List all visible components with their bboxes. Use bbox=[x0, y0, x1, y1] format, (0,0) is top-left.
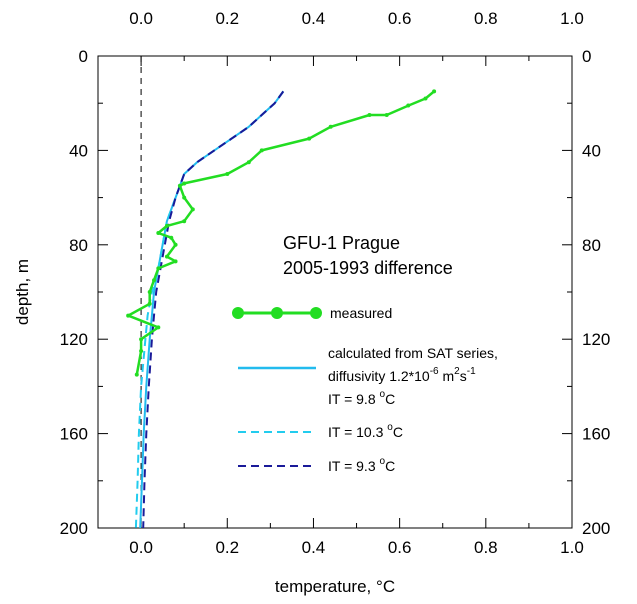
measured-point bbox=[147, 290, 152, 294]
measured-point bbox=[367, 113, 372, 117]
measured-point bbox=[164, 223, 169, 228]
measured-point bbox=[384, 113, 389, 117]
measured-point bbox=[156, 266, 161, 271]
x-tick-label-bottom: 1.0 bbox=[560, 538, 584, 557]
measured-point bbox=[225, 172, 230, 176]
measured-point bbox=[173, 242, 178, 247]
y-tick-label-right: 120 bbox=[582, 330, 610, 349]
legend-unit-m-exp: 2 bbox=[454, 366, 460, 377]
legend-unit-m: m bbox=[443, 368, 455, 384]
measured-point bbox=[190, 207, 195, 212]
measured-point bbox=[156, 325, 161, 330]
legend-it93-label: IT = 9.3 oC bbox=[328, 456, 395, 474]
measured-point bbox=[156, 231, 161, 235]
legend-measured-marker bbox=[310, 307, 322, 319]
series-line-2 bbox=[134, 90, 285, 529]
legend-calculated-label-line2: diffusivity 1.2*10-6 m2s-1 bbox=[328, 366, 476, 384]
legend-measured-label: measured bbox=[330, 305, 392, 321]
annotation-line-1: GFU-1 Prague bbox=[283, 233, 400, 253]
y-tick-label-left: 160 bbox=[60, 425, 88, 444]
x-axis-title: temperature, °C bbox=[275, 577, 395, 596]
legend-diffusivity-text: diffusivity 1.2*10 bbox=[328, 368, 430, 384]
y-axis-title: depth, m bbox=[13, 259, 32, 325]
measured-point bbox=[126, 313, 131, 318]
x-tick-label-top: 1.0 bbox=[560, 9, 584, 28]
x-tick-label-top: 0.6 bbox=[388, 9, 412, 28]
y-tick-label-left: 40 bbox=[69, 141, 88, 160]
annotation-line-2: 2005-1993 difference bbox=[283, 258, 453, 278]
measured-point bbox=[139, 337, 144, 342]
y-tick-label-left: 80 bbox=[69, 236, 88, 255]
measured-point bbox=[164, 254, 169, 259]
x-tick-label-bottom: 0.8 bbox=[474, 538, 498, 557]
legend-it103-label: IT = 10.3 oC bbox=[328, 422, 403, 440]
measured-point bbox=[328, 124, 333, 129]
y-tick-label-left: 120 bbox=[60, 330, 88, 349]
measured-point bbox=[259, 148, 264, 153]
legend-measured-marker bbox=[271, 307, 283, 319]
measured-point bbox=[182, 219, 187, 224]
y-tick-label-right: 40 bbox=[582, 141, 601, 160]
x-tick-label-top: 0.2 bbox=[215, 9, 239, 28]
measured-point bbox=[177, 183, 182, 188]
measured-point bbox=[423, 96, 428, 101]
measured-point bbox=[406, 103, 411, 108]
y-tick-label-right: 80 bbox=[582, 236, 601, 255]
measured-point bbox=[432, 89, 437, 94]
x-tick-label-bottom: 0.6 bbox=[388, 538, 412, 557]
x-tick-label-bottom: 0.4 bbox=[302, 538, 326, 557]
axis-ticks: 0.0 0.0 0.2 0.2 0.4 0.4 0.6 0.6 0.8 0.8 1.0 1.0 0 0 40… bbox=[60, 9, 611, 557]
y-tick-label-right: 0 bbox=[582, 47, 591, 66]
y-tick-label-left: 0 bbox=[79, 47, 88, 66]
legend: measured calculated from SAT series, dif… bbox=[232, 305, 498, 474]
measured-point bbox=[182, 181, 187, 186]
measured-point bbox=[147, 301, 152, 306]
legend-measured-marker bbox=[232, 307, 244, 319]
measured-point bbox=[152, 278, 157, 283]
series-line-1 bbox=[139, 90, 285, 529]
x-tick-label-bottom: 0.0 bbox=[129, 538, 153, 557]
y-tick-label-right: 160 bbox=[582, 425, 610, 444]
legend-diffusivity-exp: -6 bbox=[430, 366, 439, 377]
x-tick-label-top: 0.8 bbox=[474, 9, 498, 28]
x-tick-label-top: 0.0 bbox=[129, 9, 153, 28]
y-tick-label-left: 200 bbox=[60, 519, 88, 538]
x-tick-label-top: 0.4 bbox=[302, 9, 326, 28]
legend-calculated-label-line1: calculated from SAT series, bbox=[328, 345, 498, 361]
measured-point bbox=[139, 349, 144, 353]
measured-point bbox=[169, 235, 174, 240]
measured-point bbox=[182, 195, 187, 200]
series-line-3 bbox=[142, 90, 285, 529]
legend-unit-s-exp: -1 bbox=[467, 366, 476, 377]
legend-unit-s: s bbox=[460, 368, 467, 384]
series-line-0 bbox=[126, 90, 435, 375]
measured-point bbox=[307, 136, 312, 141]
series-group bbox=[126, 89, 437, 529]
legend-it98-label: IT = 9.8 oC bbox=[328, 389, 395, 407]
measured-point bbox=[134, 372, 139, 377]
measured-point bbox=[173, 259, 178, 264]
x-tick-label-bottom: 0.2 bbox=[215, 538, 239, 557]
y-tick-label-right: 200 bbox=[582, 519, 610, 538]
measured-point bbox=[246, 160, 251, 165]
